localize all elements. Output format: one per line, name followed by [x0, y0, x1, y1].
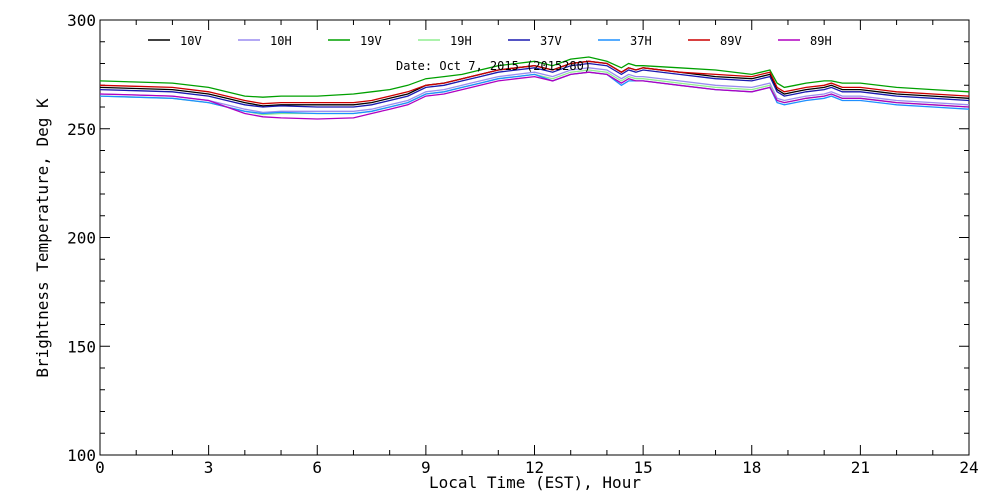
- legend: 10V 10H 19V 19H 37V 37H 89V 89H: [148, 34, 832, 48]
- x-tick-label: 18: [742, 458, 761, 477]
- series-line-19v: [99, 56, 970, 98]
- series-line-89h: [99, 71, 970, 120]
- date-annotation: Date: Oct 7, 2015 (2015280): [396, 59, 591, 73]
- y-tick-label: 300: [67, 11, 96, 30]
- series-line-89v: [99, 60, 970, 105]
- y-axis-ticks: 100 150 200 250 300: [67, 11, 969, 465]
- x-tick-label: 0: [95, 458, 105, 477]
- y-axis-title: Brightness Temperature, Deg K: [33, 98, 52, 378]
- legend-label-89h: 89H: [810, 34, 832, 48]
- legend-label-89v: 89V: [720, 34, 742, 48]
- x-tick-label: 21: [851, 458, 870, 477]
- x-tick-label: 24: [959, 458, 978, 477]
- x-tick-label: 9: [421, 458, 431, 477]
- x-axis-title: Local Time (EST), Hour: [429, 473, 641, 492]
- x-tick-label: 12: [525, 458, 544, 477]
- x-tick-label: 6: [312, 458, 322, 477]
- y-tick-label: 250: [67, 120, 96, 139]
- series-line-10h: [99, 67, 970, 114]
- legend-label-19h: 19H: [450, 34, 472, 48]
- legend-label-37v: 37V: [540, 34, 562, 48]
- legend-label-19v: 19V: [360, 34, 382, 48]
- y-tick-label: 200: [67, 229, 96, 248]
- legend-label-10h: 10H: [270, 34, 292, 48]
- x-tick-label: 15: [633, 458, 652, 477]
- y-tick-label: 100: [67, 446, 96, 465]
- x-tick-label: 3: [204, 458, 214, 477]
- y-tick-label: 150: [67, 337, 96, 356]
- legend-label-37h: 37H: [630, 34, 652, 48]
- series-line-37v: [99, 62, 970, 108]
- series-lines: [99, 56, 970, 120]
- x-axis-ticks: 0 3 6 9 12 15 18 21 24: [95, 20, 979, 477]
- legend-label-10v: 10V: [180, 34, 202, 48]
- plot-area-frame: [99, 19, 970, 456]
